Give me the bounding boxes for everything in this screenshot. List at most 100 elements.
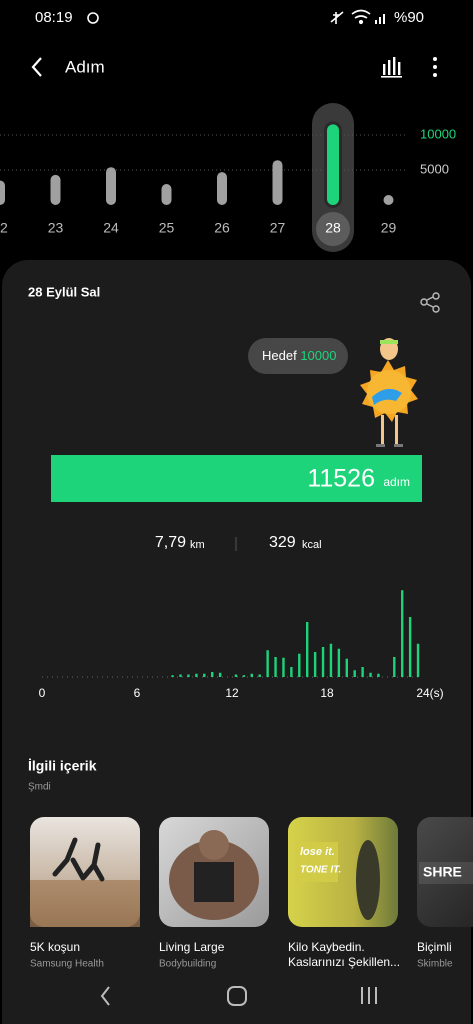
bar bbox=[377, 673, 380, 677]
section-subtitle: Şmdi bbox=[28, 782, 51, 793]
bar bbox=[0, 180, 5, 205]
bar bbox=[242, 675, 246, 677]
goal-bubble bbox=[248, 338, 348, 374]
bar bbox=[234, 674, 238, 677]
nav-back[interactable] bbox=[100, 986, 110, 1006]
content-card[interactable]: 5K koşun Samsung Health bbox=[30, 817, 140, 970]
x-tick-label: 24(s) bbox=[416, 686, 443, 700]
chart-icon[interactable] bbox=[381, 57, 402, 78]
bar bbox=[313, 652, 317, 677]
status-battery: %90 bbox=[394, 9, 424, 26]
image-head bbox=[199, 830, 229, 860]
bar bbox=[250, 673, 253, 677]
status-icons bbox=[330, 9, 371, 25]
image-runner bbox=[52, 837, 105, 882]
x-tick-label[interactable]: 25 bbox=[159, 220, 175, 236]
image-shirt bbox=[194, 862, 234, 902]
card-source: Skimble bbox=[417, 959, 453, 970]
bar bbox=[179, 674, 182, 677]
bar bbox=[361, 667, 364, 677]
bar bbox=[106, 167, 116, 205]
share-button[interactable] bbox=[420, 292, 440, 313]
bar bbox=[272, 160, 283, 205]
selected-day-marker bbox=[316, 212, 350, 246]
bar bbox=[401, 590, 404, 677]
bar bbox=[408, 617, 412, 677]
back-button[interactable] bbox=[31, 57, 42, 77]
image-text: TONE IT. bbox=[300, 865, 341, 876]
calories-unit: kcal bbox=[302, 539, 322, 551]
nav-recents[interactable] bbox=[361, 987, 377, 1004]
calories-value: 329 bbox=[269, 534, 296, 551]
bar bbox=[266, 650, 269, 677]
image-figure bbox=[356, 840, 380, 920]
card-title: 5K koşun bbox=[30, 940, 80, 954]
signal-icon bbox=[375, 14, 385, 24]
status-time: 08:19 bbox=[35, 9, 73, 26]
x-tick-label: 0 bbox=[39, 686, 46, 700]
status-icon bbox=[87, 12, 99, 24]
related-list: 5K koşun Samsung Health Living Large Bodybu… bbox=[30, 817, 473, 970]
bar bbox=[203, 673, 206, 677]
menu-button[interactable] bbox=[433, 57, 437, 77]
content-card[interactable]: lose it. TONE IT. Kilo Kaybedin.Kaslarınız… bbox=[288, 817, 400, 969]
daily-chart: 10000 5000 22 23 24 25 26 27 28 29 bbox=[0, 103, 456, 252]
steps-unit: adım bbox=[383, 475, 410, 489]
content-card[interactable]: Living Large Bodybuilding bbox=[159, 817, 269, 970]
bar bbox=[416, 643, 420, 677]
bar bbox=[161, 184, 172, 205]
distance-unit: km bbox=[190, 539, 205, 551]
date: 28 Eylül Sal bbox=[28, 284, 100, 299]
bar bbox=[50, 174, 61, 205]
content-card[interactable]: SHRE Biçimli Skimble bbox=[417, 817, 473, 970]
bar bbox=[321, 647, 325, 677]
bar bbox=[306, 622, 309, 677]
bar bbox=[327, 124, 339, 205]
bar bbox=[298, 653, 301, 677]
bar bbox=[282, 657, 285, 677]
bar bbox=[329, 643, 333, 677]
bar bbox=[171, 675, 174, 677]
steps-value: 11526 bbox=[307, 465, 375, 493]
bar bbox=[258, 674, 261, 677]
x-tick-label[interactable]: 24 bbox=[103, 220, 119, 236]
bar bbox=[345, 658, 348, 677]
hourly-chart: 0 6 12 18 24(s) bbox=[39, 590, 444, 700]
x-tick-label: 12 bbox=[225, 686, 239, 700]
card-title: Kilo Kaybedin. bbox=[288, 940, 365, 954]
header-title: Adım bbox=[65, 57, 105, 76]
card-title: Kaslarınızı Şekillen... bbox=[288, 955, 400, 969]
x-tick-label[interactable]: 28 bbox=[325, 220, 341, 236]
x-tick-label: 18 bbox=[320, 686, 334, 700]
steps-bar bbox=[51, 455, 422, 502]
x-tick-label[interactable]: 23 bbox=[48, 220, 64, 236]
card-image bbox=[417, 817, 473, 927]
card-title: Biçimli bbox=[417, 940, 452, 954]
bar bbox=[353, 670, 356, 677]
card-title: Living Large bbox=[159, 940, 225, 954]
nav-home[interactable] bbox=[227, 986, 247, 1006]
mascot bbox=[360, 338, 418, 447]
distance-value: 7,79 bbox=[155, 534, 186, 551]
goal-text: Hedef 10000 bbox=[262, 348, 336, 363]
image-deck bbox=[30, 880, 140, 927]
bar bbox=[211, 672, 214, 677]
image-text: lose it. bbox=[300, 846, 335, 858]
bar bbox=[290, 667, 293, 677]
bar bbox=[195, 673, 198, 677]
bar bbox=[337, 648, 341, 677]
image-text: SHRE bbox=[423, 864, 462, 880]
x-tick-label[interactable]: 26 bbox=[214, 220, 230, 236]
bar bbox=[393, 657, 396, 677]
image-banner bbox=[419, 862, 473, 884]
x-tick-label: 6 bbox=[134, 686, 141, 700]
bar bbox=[369, 672, 372, 677]
card-source: Bodybuilding bbox=[159, 959, 216, 970]
x-tick-label[interactable]: 22 bbox=[0, 220, 8, 236]
x-tick-label[interactable]: 27 bbox=[270, 220, 286, 236]
card-source: Samsung Health bbox=[30, 959, 104, 970]
bar bbox=[218, 672, 222, 677]
image-panel bbox=[296, 842, 338, 882]
x-tick-label[interactable]: 29 bbox=[381, 220, 397, 236]
